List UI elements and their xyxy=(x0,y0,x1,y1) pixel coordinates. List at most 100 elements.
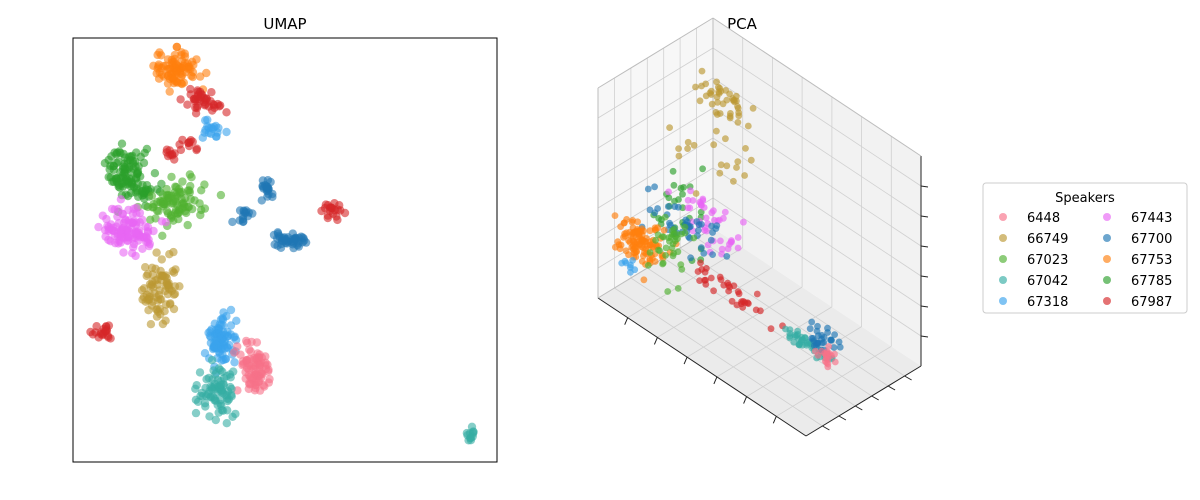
pca-point xyxy=(714,99,721,106)
umap-point xyxy=(137,286,147,295)
umap-point xyxy=(183,220,192,230)
umap-point xyxy=(147,191,157,200)
pca-y-tick xyxy=(887,385,896,391)
pca-gridline xyxy=(712,167,922,307)
legend-label: 67318 xyxy=(1027,295,1068,310)
umap-point xyxy=(131,220,141,230)
pca-x-tick xyxy=(683,356,688,365)
umap-point xyxy=(101,326,111,336)
umap-point xyxy=(116,195,126,204)
legend-label: 67443 xyxy=(1131,211,1172,226)
pca-point xyxy=(795,341,803,349)
umap-point xyxy=(92,322,101,331)
umap-point xyxy=(219,308,228,317)
pca-point xyxy=(687,254,694,262)
pca-gridline xyxy=(627,247,743,319)
pca-y-tick xyxy=(871,395,879,401)
umap-point xyxy=(186,64,195,74)
pca-point xyxy=(690,234,698,242)
pca-point xyxy=(612,243,619,251)
pca-point xyxy=(670,181,678,189)
pca-x-tick xyxy=(713,376,718,385)
pca-point xyxy=(651,183,658,191)
umap-point xyxy=(206,97,215,106)
umap-point xyxy=(233,342,242,351)
pca-point xyxy=(661,213,669,221)
umap-point xyxy=(176,145,186,155)
umap-point xyxy=(153,50,162,60)
pca-point xyxy=(733,164,740,171)
pca-gridline xyxy=(657,267,773,338)
legend-marker xyxy=(1103,213,1111,221)
legend-marker xyxy=(1103,234,1111,242)
pca-x-tick xyxy=(653,337,658,345)
umap-title: UMAP xyxy=(263,15,306,33)
pca-point xyxy=(741,172,748,179)
umap-point xyxy=(156,266,165,276)
umap-point xyxy=(228,217,237,227)
pca-point xyxy=(728,297,736,305)
umap-point xyxy=(211,415,220,425)
umap-point xyxy=(242,356,251,366)
umap-point xyxy=(261,358,270,367)
pca-point xyxy=(621,232,629,240)
umap-point xyxy=(120,169,129,178)
pca-point xyxy=(666,219,673,227)
pca-z-tick xyxy=(920,215,929,218)
pca-gridline xyxy=(712,77,922,217)
pca-point xyxy=(670,249,678,257)
pca-gridline xyxy=(686,286,803,358)
pca-point xyxy=(718,245,726,253)
pca-point xyxy=(684,138,692,146)
pca-point xyxy=(707,274,715,282)
pca-point xyxy=(704,241,712,249)
pca-point xyxy=(681,229,689,237)
umap-point xyxy=(205,331,215,340)
umap-point xyxy=(176,95,185,104)
legend-title: Speakers xyxy=(1055,191,1115,206)
umap-point xyxy=(230,358,239,367)
umap-point xyxy=(247,337,256,347)
pca-point xyxy=(820,334,828,341)
umap-frame xyxy=(72,37,498,463)
umap-point xyxy=(142,271,151,281)
pca-point xyxy=(801,334,809,341)
umap-point xyxy=(164,64,174,74)
pca-point xyxy=(640,227,647,235)
pca-point xyxy=(641,238,649,245)
umap-point xyxy=(104,172,113,182)
pca-point xyxy=(720,214,727,222)
umap-point xyxy=(223,406,232,415)
umap-point xyxy=(202,375,211,384)
umap-point xyxy=(152,248,161,257)
legend-box xyxy=(982,182,1188,314)
umap-point xyxy=(317,206,326,216)
pca-point xyxy=(644,185,652,193)
pca-point xyxy=(721,208,729,216)
pca-point xyxy=(644,262,652,269)
pca-point xyxy=(659,233,666,241)
pca-point xyxy=(665,194,673,202)
pca-gridline xyxy=(696,237,905,377)
pca-y-tick xyxy=(855,405,863,411)
umap-point xyxy=(202,68,211,78)
umap-point xyxy=(157,63,166,73)
pca-point xyxy=(664,203,672,210)
pca-point xyxy=(808,318,816,326)
umap-point xyxy=(145,289,154,298)
pca-point xyxy=(654,224,662,232)
umap-point xyxy=(279,234,289,243)
umap-point xyxy=(211,370,220,379)
umap-point xyxy=(216,190,226,200)
umap-point xyxy=(258,176,268,185)
umap-point xyxy=(107,204,117,214)
umap-point xyxy=(120,153,130,162)
pca-point xyxy=(730,177,737,185)
pca-point xyxy=(703,265,710,272)
pca-point xyxy=(702,80,710,88)
umap-point xyxy=(136,152,145,162)
umap-point xyxy=(132,209,141,218)
umap-point xyxy=(163,71,172,81)
pca-point xyxy=(806,325,814,333)
pca-point xyxy=(687,223,694,230)
